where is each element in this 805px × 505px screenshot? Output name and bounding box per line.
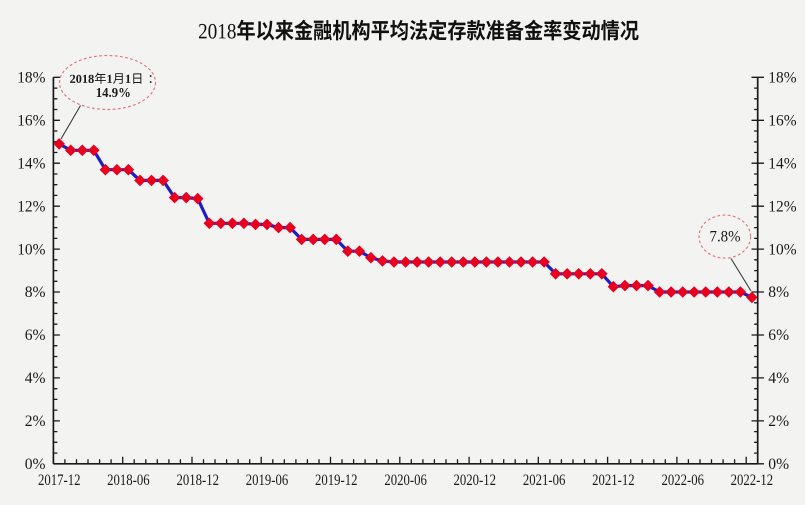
svg-text:2%: 2% [768, 412, 789, 430]
svg-text:7.8%: 7.8% [710, 229, 741, 246]
svg-text:10%: 10% [768, 240, 796, 258]
svg-text:14%: 14% [768, 154, 796, 172]
svg-text:2020-06: 2020-06 [384, 471, 427, 489]
svg-text:14%: 14% [17, 154, 45, 172]
svg-text:8%: 8% [768, 283, 789, 301]
svg-text:18%: 18% [768, 69, 796, 87]
svg-text:10%: 10% [17, 240, 45, 258]
svg-text:6%: 6% [25, 326, 46, 344]
svg-text:2022-06: 2022-06 [661, 471, 704, 489]
svg-text:12%: 12% [17, 197, 45, 215]
svg-text:4%: 4% [768, 369, 789, 387]
svg-text:2019-06: 2019-06 [246, 471, 289, 489]
svg-text:2020-12: 2020-12 [454, 471, 497, 489]
svg-text:18%: 18% [17, 69, 45, 87]
svg-text:16%: 16% [768, 112, 796, 130]
svg-text:2017-12: 2017-12 [38, 471, 81, 489]
svg-text:8%: 8% [25, 283, 46, 301]
svg-text:2021-12: 2021-12 [592, 471, 635, 489]
svg-text:2018-12: 2018-12 [176, 471, 219, 489]
svg-text:0%: 0% [768, 455, 789, 473]
svg-text:6%: 6% [768, 326, 789, 344]
svg-text:16%: 16% [17, 112, 45, 130]
svg-text:2%: 2% [25, 412, 46, 430]
svg-text:2021-06: 2021-06 [523, 471, 566, 489]
svg-text:2019-12: 2019-12 [315, 471, 358, 489]
svg-text:14.9%: 14.9% [96, 86, 131, 101]
svg-text:2022-12: 2022-12 [731, 471, 774, 489]
svg-text:0%: 0% [25, 455, 46, 473]
svg-text:12%: 12% [768, 197, 796, 215]
svg-text:2018-06: 2018-06 [107, 471, 150, 489]
svg-text:4%: 4% [25, 369, 46, 387]
